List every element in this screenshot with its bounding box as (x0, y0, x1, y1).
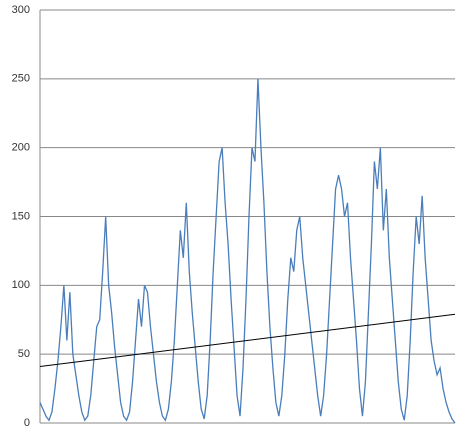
y-tick-label: 100 (12, 279, 30, 291)
trend-line (39, 313, 456, 368)
y-tick-label: 300 (12, 4, 30, 16)
y-tick-label: 0 (24, 417, 30, 429)
series-line (39, 78, 456, 424)
y-tick-label: 250 (12, 73, 30, 85)
y-tick-label: 200 (12, 142, 30, 154)
y-tick-label: 150 (12, 210, 30, 222)
y-tick-label: 50 (18, 348, 30, 360)
